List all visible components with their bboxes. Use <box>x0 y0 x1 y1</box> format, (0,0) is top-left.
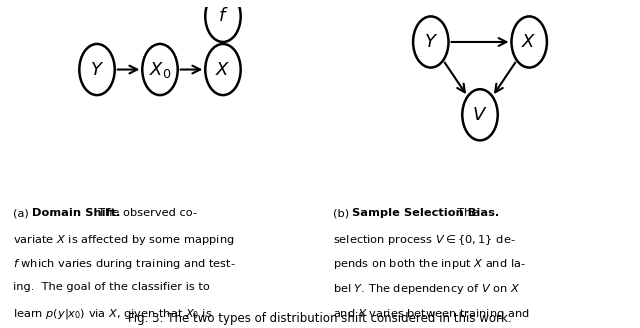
Text: $\mathit{V}$: $\mathit{V}$ <box>472 106 488 124</box>
Ellipse shape <box>205 0 241 42</box>
Text: bel $Y$. The dependency of $V$ on $X$: bel $Y$. The dependency of $V$ on $X$ <box>333 282 520 296</box>
Ellipse shape <box>413 16 449 68</box>
Text: selection process $V \in \{0, 1\}$ de-: selection process $V \in \{0, 1\}$ de- <box>333 233 515 247</box>
Ellipse shape <box>462 89 498 140</box>
Text: $\mathit{X}$: $\mathit{X}$ <box>522 33 537 51</box>
Ellipse shape <box>79 44 115 95</box>
Text: learn $p(y|x_0)$ via $X$, given that $X_0$ is: learn $p(y|x_0)$ via $X$, given that $X_… <box>13 307 212 321</box>
Text: $\mathit{f}$: $\mathit{f}$ <box>218 8 228 25</box>
Ellipse shape <box>511 16 547 68</box>
Text: (a): (a) <box>13 208 32 218</box>
Text: and $Y$ varies between training and: and $Y$ varies between training and <box>333 307 529 321</box>
Ellipse shape <box>205 44 241 95</box>
Text: (b): (b) <box>333 208 353 218</box>
Text: $f$ which varies during training and test-: $f$ which varies during training and tes… <box>13 257 236 272</box>
Text: Fig. 3: The two types of distribution shift considered in this work.: Fig. 3: The two types of distribution sh… <box>128 312 512 325</box>
Ellipse shape <box>142 44 178 95</box>
Text: $\mathit{Y}$: $\mathit{Y}$ <box>424 33 438 51</box>
Text: $\mathit{Y}$: $\mathit{Y}$ <box>90 61 104 78</box>
Text: Sample Selection Bias.: Sample Selection Bias. <box>352 208 499 218</box>
Text: Domain Shift.: Domain Shift. <box>32 208 120 218</box>
Text: pends on both the input $X$ and la-: pends on both the input $X$ and la- <box>333 257 525 272</box>
Text: $\mathit{X}_{0}$: $\mathit{X}_{0}$ <box>149 60 171 79</box>
Text: variate $X$ is affected by some mapping: variate $X$ is affected by some mapping <box>13 233 234 247</box>
Text: The observed co-: The observed co- <box>91 208 197 218</box>
Text: ing.  The goal of the classifier is to: ing. The goal of the classifier is to <box>13 282 210 292</box>
Text: The: The <box>450 208 478 218</box>
Text: $\mathit{X}$: $\mathit{X}$ <box>215 61 230 78</box>
